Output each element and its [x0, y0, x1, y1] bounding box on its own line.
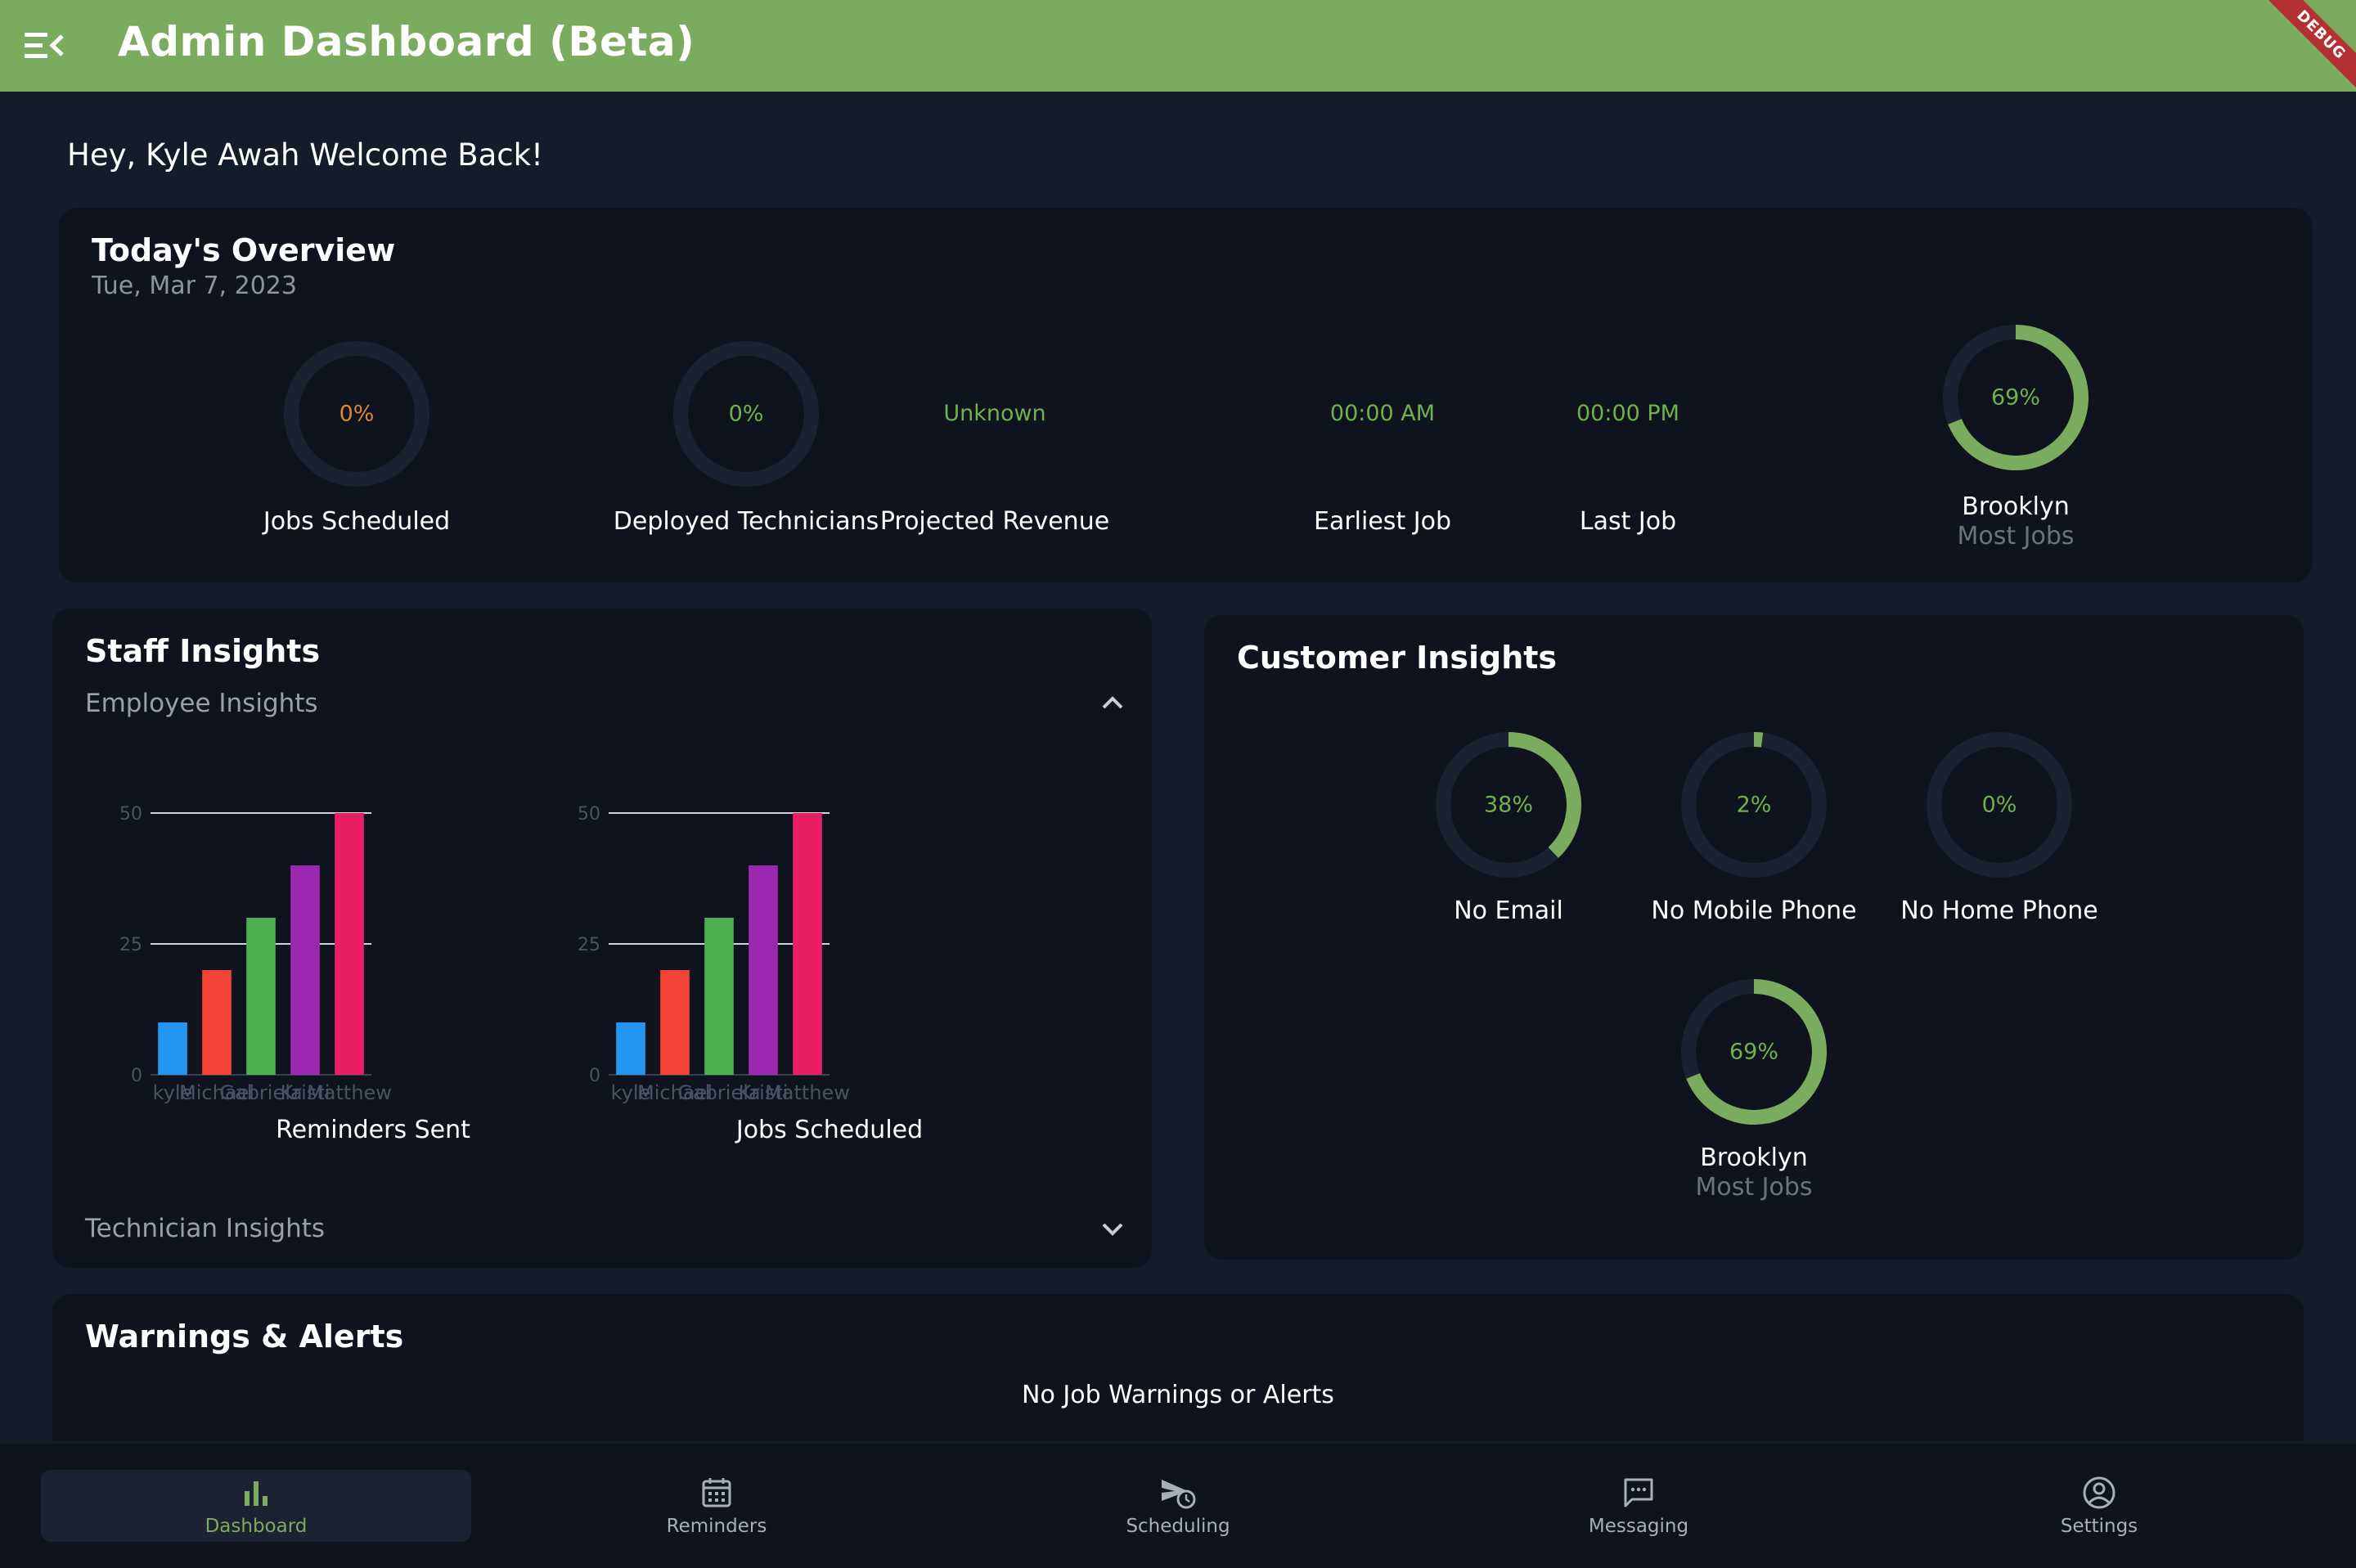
bar-kyle — [158, 1022, 187, 1075]
deployed-technicians-label: Deployed Technicians — [613, 507, 879, 536]
x-category-label: kyle — [153, 1081, 193, 1104]
y-tick-label: 0 — [589, 1066, 600, 1086]
nav-settings-label: Settings — [2060, 1516, 2138, 1537]
bar-chart-icon — [245, 1481, 268, 1506]
overview-date: Tue, Mar 7, 2023 — [92, 272, 297, 300]
customer-insights-card: Customer Insights 38% No Email 2% No Mob… — [1204, 615, 2304, 1260]
no-mobile-phone-label: No Mobile Phone — [1651, 896, 1857, 925]
top-location-name: Brooklyn — [1962, 492, 2070, 521]
x-category-label: Kristi — [281, 1081, 330, 1104]
no-email-label: No Email — [1454, 896, 1563, 925]
top-location-value: 69% — [1990, 384, 2041, 411]
chat-icon — [1624, 1478, 1653, 1507]
warnings-message: No Job Warnings or Alerts — [1022, 1381, 1334, 1409]
chevron-up-icon[interactable] — [1101, 695, 1124, 710]
nav-dashboard-label: Dashboard — [205, 1516, 308, 1537]
customer-top-location-value: 69% — [1729, 1039, 1779, 1065]
customer-top-location-name: Brooklyn — [1700, 1143, 1808, 1172]
bottom-navigation: Dashboard Reminders Scheduling Messaging — [0, 1444, 2356, 1568]
reminders-sent-caption: Reminders Sent — [276, 1116, 470, 1144]
account-circle-icon — [2083, 1476, 2115, 1509]
last-job-label: Last Job — [1579, 507, 1677, 536]
bar-gabriela — [246, 918, 276, 1075]
nav-reminders-label: Reminders — [666, 1516, 767, 1537]
jobs-scheduled-label: Jobs Scheduled — [263, 507, 451, 536]
no-home-phone-ring — [1927, 732, 2072, 878]
no-email-ring — [1436, 732, 1581, 878]
menu-open-icon[interactable] — [25, 29, 64, 62]
bar-michael — [202, 970, 232, 1075]
greeting-text: Hey, Kyle Awah Welcome Back! — [67, 137, 543, 173]
no-mobile-phone-ring — [1681, 732, 1827, 878]
jobs-scheduled-ring — [284, 341, 429, 487]
bar-michael — [660, 970, 690, 1075]
nav-reminders[interactable]: Reminders — [501, 1470, 932, 1542]
top-location-caption: Most Jobs — [1957, 522, 2075, 550]
app-title: Admin Dashboard (Beta) — [118, 18, 695, 65]
jobs-scheduled-value: 0% — [339, 401, 375, 427]
no-email-value: 38% — [1483, 792, 1534, 818]
debug-banner: DEBUG — [2251, 0, 2356, 92]
warnings-alerts-title: Warnings & Alerts — [85, 1319, 404, 1355]
y-tick-label: 50 — [119, 804, 142, 824]
no-mobile-phone-value: 2% — [1736, 792, 1772, 818]
nav-scheduling-label: Scheduling — [1126, 1516, 1230, 1537]
top-location-ring — [1943, 325, 2088, 470]
no-home-phone-value: 0% — [1981, 792, 2017, 818]
x-category-label: Matthew — [765, 1081, 850, 1104]
todays-overview-card: Today's Overview Tue, Mar 7, 2023 0% Job… — [59, 208, 2312, 582]
chevron-down-icon[interactable] — [1101, 1222, 1124, 1237]
x-category-label: Michael — [637, 1081, 713, 1104]
last-job-value: 00:00 PM — [1576, 401, 1679, 426]
bar-gabriela — [704, 918, 734, 1075]
nav-messaging[interactable]: Messaging — [1423, 1470, 1854, 1542]
no-home-phone-label: No Home Phone — [1900, 896, 2098, 925]
y-tick-label: 0 — [131, 1066, 142, 1086]
bar-kristi — [290, 865, 320, 1075]
bar-matthew — [335, 813, 364, 1075]
y-tick-label: 25 — [578, 935, 600, 955]
projected-revenue-value: Unknown — [943, 401, 1046, 426]
nav-messaging-label: Messaging — [1588, 1516, 1689, 1537]
overview-title: Today's Overview — [92, 232, 396, 268]
deployed-technicians-value: 0% — [728, 401, 764, 427]
y-tick-label: 50 — [578, 804, 600, 824]
staff-insights-card: Staff Insights Employee Insights 0 25 50 ky… — [52, 609, 1152, 1268]
y-tick-label: 25 — [119, 935, 142, 955]
bar-matthew — [793, 813, 822, 1075]
x-category-label: Gabriela — [219, 1081, 302, 1104]
x-category-label: Gabriela — [677, 1081, 760, 1104]
nav-dashboard[interactable]: Dashboard — [41, 1470, 471, 1542]
x-category-label: Kristi — [739, 1081, 789, 1104]
warnings-alerts-card: Warnings & Alerts No Job Warnings or Ale… — [52, 1294, 2304, 1441]
x-category-label: kyle — [611, 1081, 651, 1104]
calendar-icon — [702, 1478, 731, 1507]
x-category-label: Matthew — [307, 1081, 392, 1104]
customer-top-location-ring — [1681, 979, 1827, 1125]
jobs-scheduled-caption: Jobs Scheduled — [735, 1116, 924, 1144]
staff-insights-title: Staff Insights — [85, 633, 321, 669]
technician-insights-header[interactable]: Technician Insights — [85, 1214, 326, 1243]
customer-top-location-caption: Most Jobs — [1695, 1173, 1813, 1202]
deployed-technicians-ring — [673, 341, 819, 487]
nav-settings[interactable]: Settings — [1884, 1470, 2314, 1542]
employee-insights-header[interactable]: Employee Insights — [85, 689, 318, 718]
customer-insights-title: Customer Insights — [1237, 640, 1558, 676]
bar-kristi — [749, 865, 778, 1075]
earliest-job-value: 00:00 AM — [1329, 401, 1436, 426]
app-bar: Admin Dashboard (Beta) DEBUG — [0, 0, 2356, 92]
earliest-job-label: Earliest Job — [1314, 507, 1451, 536]
send-clock-icon — [1162, 1480, 1196, 1509]
bar-kyle — [616, 1022, 645, 1075]
nav-scheduling[interactable]: Scheduling — [963, 1470, 1393, 1542]
x-category-label: Michael — [179, 1081, 254, 1104]
projected-revenue-label: Projected Revenue — [879, 507, 1110, 536]
